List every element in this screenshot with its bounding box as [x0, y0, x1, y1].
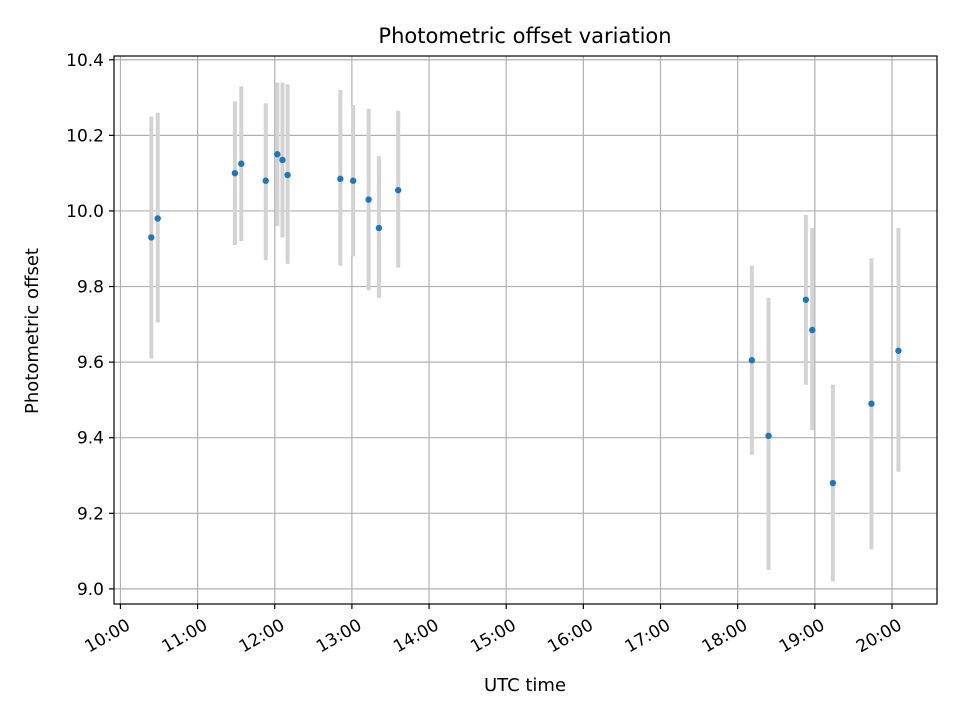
data-point	[748, 357, 756, 364]
data-point	[279, 156, 286, 164]
y-tick-label: 9.8	[77, 278, 104, 298]
data-point	[154, 215, 161, 222]
point-layer	[148, 151, 902, 487]
y-axis-label: Photometric offset	[22, 248, 43, 414]
data-point	[895, 347, 902, 354]
chart-title: Photometric offset variation	[378, 24, 671, 48]
grid-layer	[114, 56, 937, 604]
data-point	[262, 177, 269, 184]
y-tick-label: 10.2	[66, 126, 104, 146]
y-tick-label: 9.2	[77, 504, 104, 524]
data-point	[809, 326, 816, 334]
y-tick-label: 10.4	[66, 51, 104, 71]
data-point	[148, 234, 155, 241]
data-point	[238, 160, 245, 167]
data-point	[765, 432, 772, 440]
data-point	[394, 186, 402, 194]
x-axis-label: UTC time	[484, 675, 566, 696]
y-tick-label: 9.4	[77, 429, 104, 449]
data-point	[349, 177, 357, 184]
data-point	[274, 151, 281, 158]
plot-frame	[113, 55, 938, 605]
data-point	[365, 196, 372, 203]
data-point	[231, 169, 239, 177]
data-point	[868, 400, 875, 407]
data-point	[284, 171, 291, 179]
y-tick-label: 10.0	[66, 202, 104, 222]
data-point	[802, 296, 810, 303]
data-point	[337, 175, 344, 183]
data-point	[375, 224, 383, 232]
data-point	[829, 479, 837, 487]
y-tick-label: 9.0	[77, 580, 104, 600]
y-tick-label: 9.6	[77, 353, 104, 373]
